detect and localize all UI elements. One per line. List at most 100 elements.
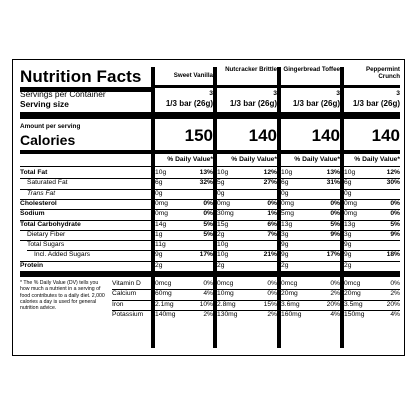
calories-value: 140 (248, 126, 277, 145)
cell-amount: 0mg (281, 199, 295, 207)
serving-rule (281, 112, 340, 119)
row-rule (155, 271, 213, 277)
cell-amount: 0g (155, 189, 163, 197)
row-rule (344, 188, 400, 190)
cell-dv: 5% (330, 220, 340, 228)
row-label-added-sugars: Incl. Added Sugars (34, 251, 91, 259)
serving-rule (20, 112, 151, 119)
cell-amount: 6g (344, 179, 352, 187)
calories-rule (155, 150, 213, 154)
calories-label: Calories (20, 132, 76, 148)
row-rule (344, 250, 400, 252)
serving-rule (344, 112, 400, 119)
cell-dv: 5% (203, 220, 213, 228)
cell-amount: 10g (217, 251, 229, 259)
micro-dv: 15% (263, 300, 277, 308)
product-name-2: Gingerbread Toffee (283, 66, 340, 73)
cell-dv: 0% (203, 199, 213, 207)
row-rule (217, 229, 277, 231)
row-rule (344, 260, 400, 262)
cell-amount: 10g (217, 241, 229, 249)
row-rule (155, 188, 213, 190)
servings-value: 3 (273, 90, 277, 97)
micro-label-iron: Iron (112, 300, 124, 308)
column-divider (151, 67, 155, 348)
micro-rule (344, 289, 400, 291)
serving-size-value: 1/3 bar (26g) (165, 99, 213, 108)
cell-amount: 2g (344, 261, 352, 269)
footnote: * The % Daily Value (DV) tells you how m… (20, 280, 105, 312)
row-label-sodium: Sodium (20, 210, 45, 218)
cell-dv: 32% (199, 179, 213, 187)
row-rule (217, 178, 277, 180)
cell-dv: 31% (326, 179, 340, 187)
micro-rule (344, 310, 400, 312)
cell-amount: 30mg (217, 210, 234, 218)
row-label-sat-fat: Saturated Fat (27, 179, 68, 187)
column-divider (340, 67, 344, 348)
row-rule (20, 260, 151, 262)
cell-dv: 0% (267, 199, 277, 207)
micro-amount: 0mcg (217, 280, 234, 287)
row-rule (281, 166, 340, 167)
row-rule (155, 250, 213, 252)
product-name-3: Peppermint Crunch (365, 66, 400, 80)
calories-rule (20, 150, 151, 154)
micro-rule (112, 310, 151, 312)
cell-amount: 5g (217, 179, 225, 187)
micro-amount: 0mcg (155, 280, 172, 287)
calories-value: 150 (184, 126, 213, 145)
cell-amount: 0mg (155, 210, 169, 218)
cell-amount: 10g (217, 169, 229, 176)
row-rule (281, 198, 340, 200)
row-rule (27, 250, 151, 252)
micro-amount: 160mg (281, 311, 302, 319)
micro-amount: 10mg (217, 290, 234, 298)
micro-amount: 60mg (155, 290, 172, 298)
micro-dv: 0% (267, 280, 277, 287)
cell-amount: 6g (281, 179, 289, 187)
row-label-protein: Protein (20, 261, 44, 269)
cell-amount: 13g (281, 220, 293, 228)
micro-dv: 0% (330, 280, 340, 287)
micro-rule (155, 289, 213, 291)
cell-amount: 3g (344, 230, 352, 238)
cell-dv: 17% (199, 251, 213, 259)
micro-rule (112, 289, 151, 291)
calories-rule (281, 150, 340, 154)
cell-amount: 5mg (281, 210, 295, 218)
row-rule (20, 240, 151, 242)
micro-rule (281, 310, 340, 312)
cell-amount: 13g (344, 220, 356, 228)
row-rule (20, 229, 151, 231)
row-rule (344, 178, 400, 180)
row-rule (281, 209, 340, 211)
row-label-sugars: Total Sugars (27, 241, 65, 249)
row-rule (344, 198, 400, 200)
micro-rule (344, 299, 400, 301)
nutrition-facts-panel: Nutrition Facts Sweet Vanilla Nutcracker … (12, 59, 405, 356)
serving-rule (155, 112, 213, 119)
cell-dv: 9% (390, 230, 400, 238)
serving-size-value: 1/3 bar (26g) (229, 99, 277, 108)
cell-dv: 0% (390, 210, 400, 218)
cell-amount: 0mg (155, 199, 169, 207)
calories-rule (217, 150, 277, 154)
cell-dv: 18% (386, 251, 400, 259)
row-label-fiber: Dietary Fiber (27, 230, 66, 238)
row-rule (344, 219, 400, 221)
micro-rule (217, 310, 277, 312)
row-rule (281, 178, 340, 180)
cell-amount: 11g (155, 241, 166, 249)
row-rule (155, 166, 213, 167)
cell-dv: 1% (267, 210, 277, 218)
micro-dv: 2% (390, 290, 400, 298)
row-rule (155, 209, 213, 211)
row-rule (20, 178, 151, 180)
row-rule (344, 240, 400, 242)
cell-dv: 12% (263, 169, 277, 176)
micro-dv: 0% (203, 280, 213, 287)
row-label-carb: Total Carbohydrate (20, 220, 81, 228)
micro-dv: 0% (390, 280, 400, 287)
row-rule (281, 250, 340, 252)
